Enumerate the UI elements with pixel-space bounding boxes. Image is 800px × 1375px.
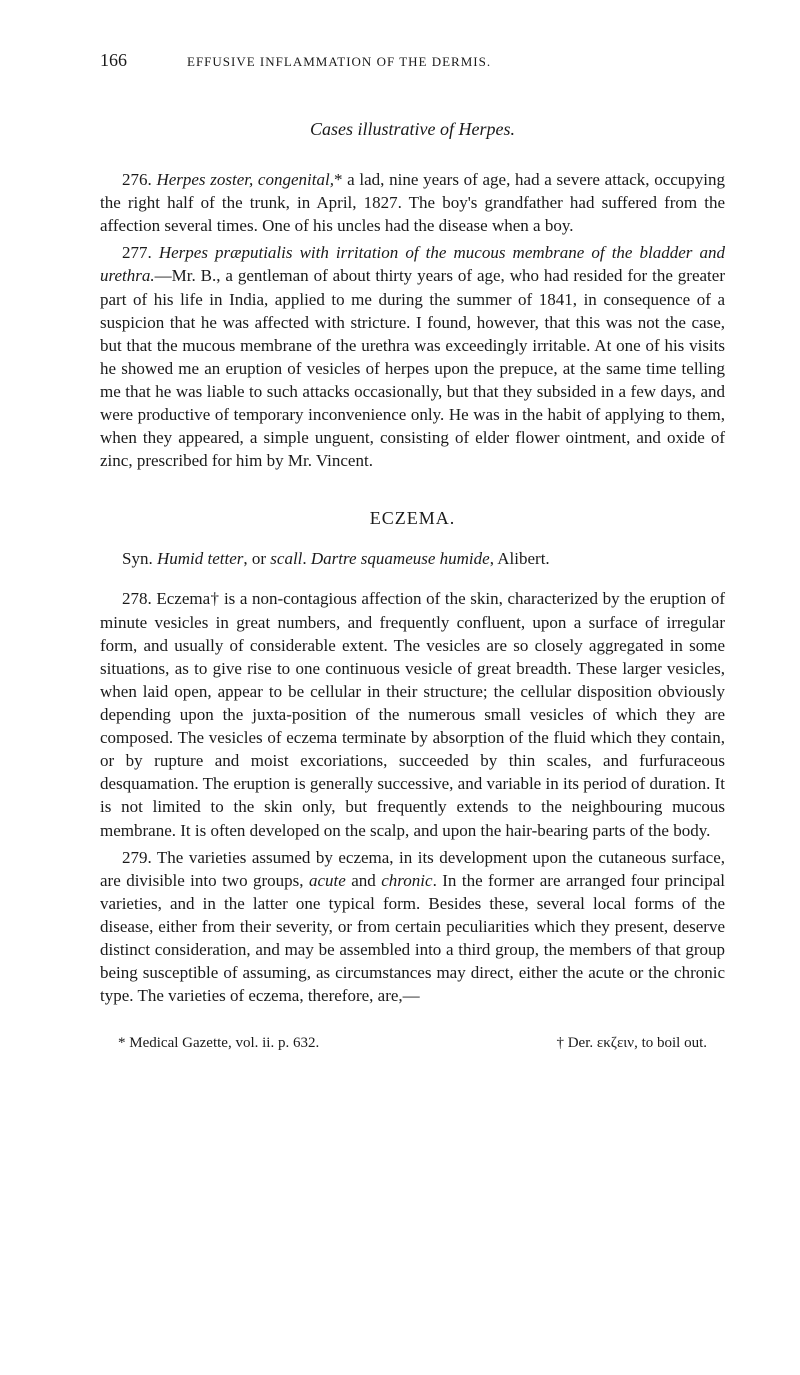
greek-text: εκζειν <box>597 1035 634 1051</box>
para-num: 276. <box>122 170 156 189</box>
footnote-text: † Der. <box>556 1035 596 1051</box>
para-num: 278. <box>122 589 156 608</box>
paragraph-277: 277. Herpes præputialis with irritation … <box>100 241 725 472</box>
syn-italic: Dartre squameuse humide <box>311 549 490 568</box>
footnote-area: * Medical Gazette, vol. ii. p. 632. † De… <box>100 1035 725 1052</box>
para-italic: chronic <box>381 871 432 890</box>
footnote-right: † Der. εκζειν, to boil out. <box>413 1035 708 1052</box>
para-num: 277. <box>122 243 159 262</box>
para-rest: —Mr. B., a gentleman of about thirty yea… <box>100 266 725 470</box>
footnote-left: * Medical Gazette, vol. ii. p. 632. <box>118 1035 413 1052</box>
running-head: EFFUSIVE INFLAMMATION OF THE DERMIS. <box>187 54 491 70</box>
syn-text: , Alibert. <box>490 549 550 568</box>
para-num: 279. <box>122 848 157 867</box>
footnote-text: , to boil out. <box>634 1035 707 1051</box>
para-text: and <box>346 871 381 890</box>
section-title: Cases illustrative of Herpes. <box>100 119 725 140</box>
para-italic: acute <box>309 871 346 890</box>
spacer <box>100 476 725 508</box>
syn-text: , or <box>243 549 270 568</box>
para-lead-italic: Herpes zoster, congenital, <box>156 170 334 189</box>
syn-text: . <box>302 549 311 568</box>
para-text: . In the former are arranged four princi… <box>100 871 725 1006</box>
page-container: 166 EFFUSIVE INFLAMMATION OF THE DERMIS.… <box>0 0 800 1112</box>
syn-italic: scall <box>270 549 302 568</box>
paragraph-278: 278. Eczema† is a non-contagious affecti… <box>100 587 725 841</box>
chapter-heading: ECZEMA. <box>100 508 725 529</box>
paragraph-276: 276. Herpes zoster, congenital,* a lad, … <box>100 168 725 237</box>
syn-italic: Humid tetter <box>157 549 243 568</box>
page-header: 166 EFFUSIVE INFLAMMATION OF THE DERMIS. <box>100 50 725 71</box>
synonym-line: Syn. Humid tetter, or scall. Dartre squa… <box>100 549 725 569</box>
syn-prefix: Syn. <box>122 549 157 568</box>
paragraph-279: 279. The varieties assumed by eczema, in… <box>100 846 725 1008</box>
para-text: Eczema† is a non-contagious affection of… <box>100 589 725 839</box>
page-number: 166 <box>100 50 127 71</box>
